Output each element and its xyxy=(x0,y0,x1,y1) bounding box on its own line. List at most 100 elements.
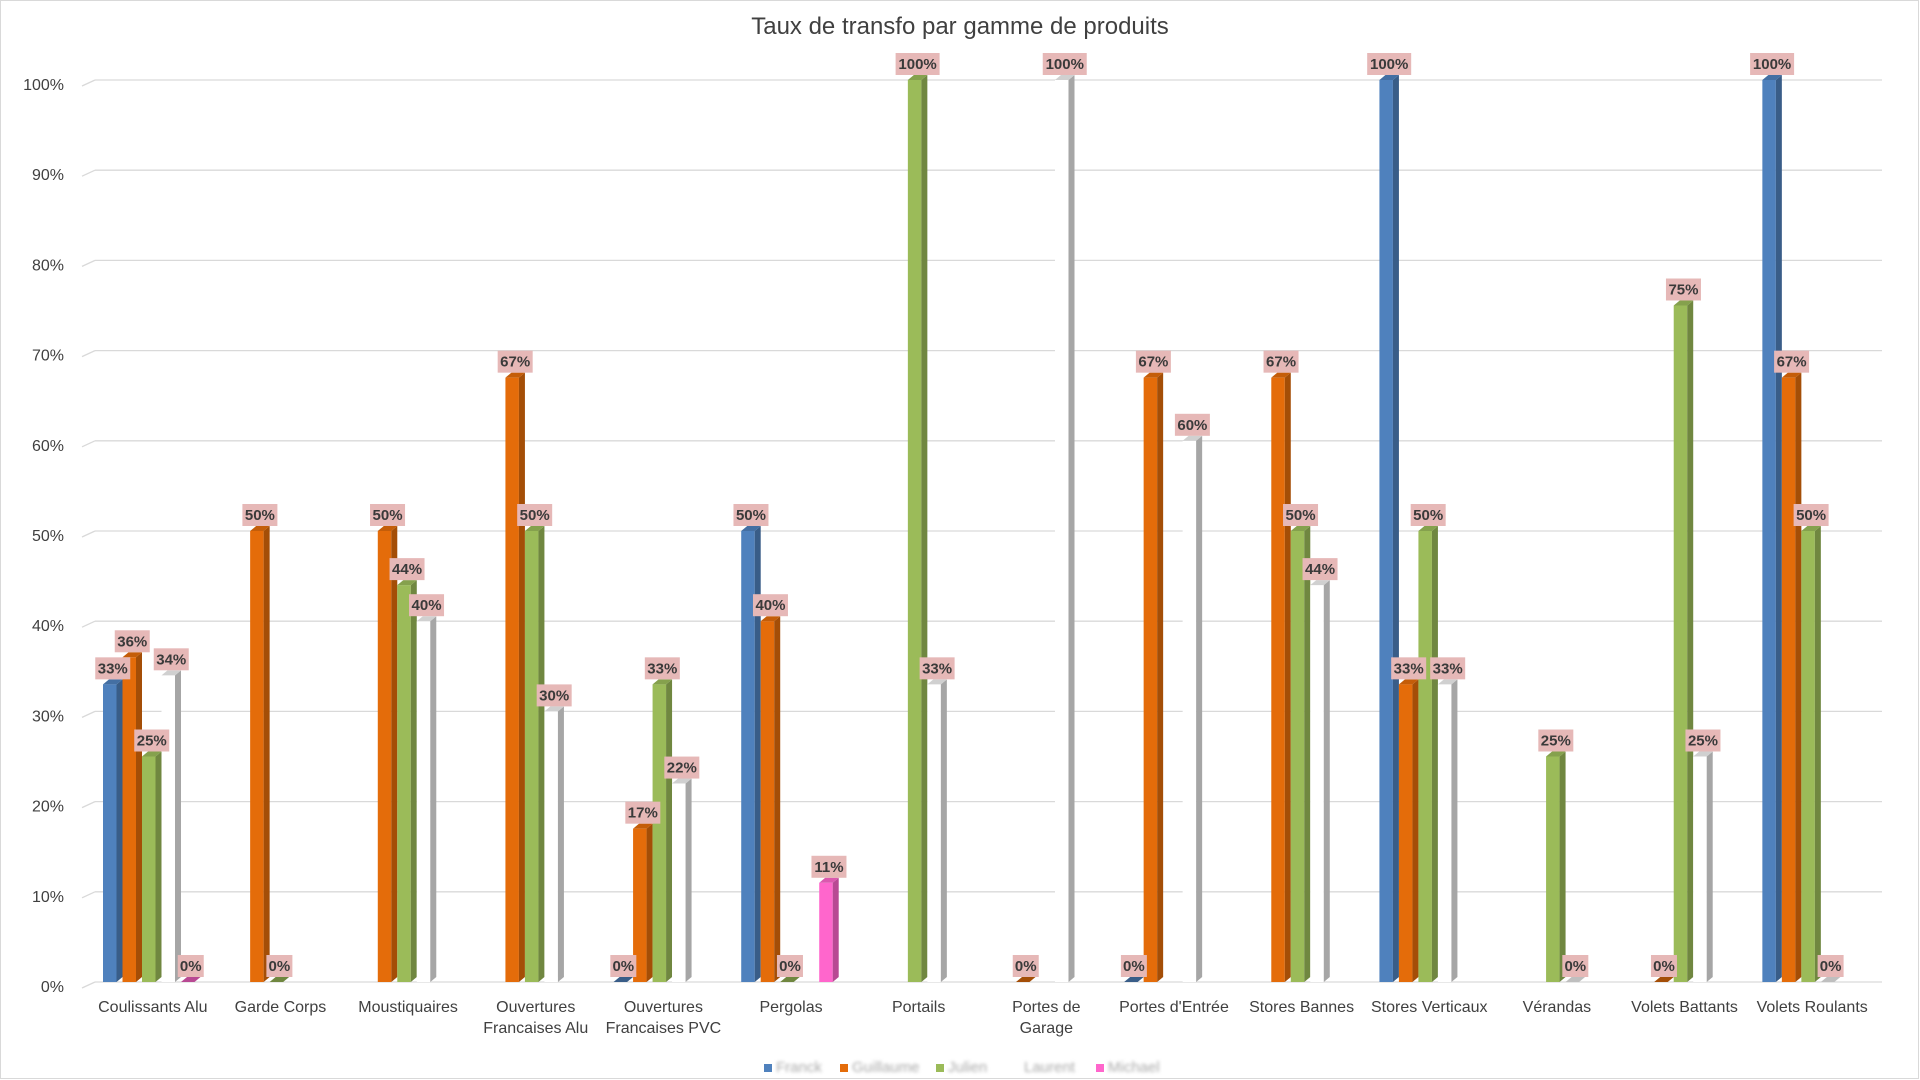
data-label: 30% xyxy=(536,684,572,707)
data-label-box xyxy=(811,855,847,878)
data-label-box xyxy=(497,350,533,373)
bar-top xyxy=(741,526,761,531)
category-label: Coulissants Alu xyxy=(98,999,207,1016)
bar-julien-5 xyxy=(780,977,800,982)
data-label-box xyxy=(389,558,425,581)
bar-front xyxy=(760,621,775,982)
bar-side xyxy=(557,706,564,982)
bar-top xyxy=(1290,526,1311,531)
category-label: Volets Roulants xyxy=(1757,999,1868,1016)
gridline-diagonal xyxy=(81,169,96,177)
bar-top xyxy=(142,751,162,757)
data-label-box xyxy=(1410,504,1446,526)
bar-top xyxy=(1654,977,1674,982)
legend-label: Franck xyxy=(776,1059,822,1076)
bar-top xyxy=(907,75,928,80)
y-tick-label: 10% xyxy=(32,889,64,906)
bar-front xyxy=(397,585,411,982)
data-label-text: 33% xyxy=(98,660,128,677)
bar-side xyxy=(940,679,947,982)
data-label-text: 50% xyxy=(373,507,403,524)
legend-label: Michael xyxy=(1108,1059,1160,1076)
legend-item-guillaume: Guillaume xyxy=(840,1059,920,1076)
bar-top xyxy=(416,616,437,622)
bar-top xyxy=(1762,75,1782,80)
data-label-box xyxy=(1430,657,1466,680)
legend: Franck Guillaume Julien Laurent Michael xyxy=(764,1059,1160,1076)
bar-top xyxy=(1693,751,1713,757)
bar-side xyxy=(1392,75,1399,982)
bar-julien-9 xyxy=(1290,526,1311,982)
data-label-text: 36% xyxy=(117,633,147,650)
bar-front xyxy=(1418,531,1432,982)
bar-top xyxy=(377,526,398,531)
data-label-box xyxy=(1174,413,1210,436)
bar-laurent-9 xyxy=(1310,580,1330,982)
data-label-box xyxy=(1367,53,1412,75)
data-label-text: 0% xyxy=(1123,958,1145,975)
bar-top xyxy=(524,526,545,531)
data-label: 0% xyxy=(1817,955,1844,977)
bar-front xyxy=(377,531,392,982)
data-label: 0% xyxy=(1012,955,1039,977)
bar-top xyxy=(181,977,201,982)
bar-top xyxy=(122,652,142,658)
category-label: Portails xyxy=(892,999,945,1016)
data-label-text: 100% xyxy=(1046,56,1084,73)
data-label-text: 17% xyxy=(628,805,658,822)
bar-side xyxy=(666,679,673,982)
legend-label: Guillaume xyxy=(852,1059,920,1076)
gridline-diagonal xyxy=(81,891,96,899)
x-axis-categories: Coulissants Alu Garde Corps Moustiquaires O… xyxy=(98,999,1868,1037)
bar-top xyxy=(633,823,653,829)
bar-side xyxy=(1412,679,1419,982)
bar-front xyxy=(927,684,941,982)
gridline-diagonal xyxy=(81,350,96,358)
bar-top xyxy=(1781,372,1802,378)
data-label-text: 50% xyxy=(1413,507,1443,524)
data-label: 44% xyxy=(389,558,425,581)
bar-front xyxy=(652,684,667,982)
data-label-box xyxy=(1750,53,1795,75)
category-label: Ouvertures xyxy=(624,999,703,1016)
data-label-text: 25% xyxy=(1541,733,1571,750)
bar-side xyxy=(1775,75,1782,982)
category-label: Vérandas xyxy=(1523,999,1592,1016)
bar-top xyxy=(1673,300,1694,306)
bar-franck-5 xyxy=(741,526,761,982)
bar-julien-11 xyxy=(1546,751,1566,982)
bar-front xyxy=(672,783,686,982)
y-tick-label: 40% xyxy=(32,618,64,635)
data-label: 100% xyxy=(1042,53,1087,75)
bar-top xyxy=(161,670,181,676)
data-label-box xyxy=(177,955,204,977)
data-label-text: 100% xyxy=(1753,56,1791,73)
bar-julien-4 xyxy=(652,679,673,982)
data-label-text: 100% xyxy=(898,56,936,73)
bar-guillaume-0 xyxy=(122,652,142,982)
data-label-box xyxy=(1685,729,1721,752)
data-label-text: 33% xyxy=(1433,660,1463,677)
bar-guillaume-8 xyxy=(1143,372,1164,982)
data-label-box xyxy=(1793,504,1829,526)
data-label: 0% xyxy=(610,955,637,977)
bar-laurent-6 xyxy=(927,679,947,982)
bar-laurent-3 xyxy=(544,706,564,982)
data-label-text: 67% xyxy=(1266,354,1296,371)
bar-top xyxy=(927,679,947,685)
bar-top xyxy=(1565,977,1586,982)
data-label-text: 25% xyxy=(1688,733,1718,750)
bars xyxy=(103,75,1841,982)
data-label-box xyxy=(1391,657,1427,680)
bar-top xyxy=(652,679,673,685)
bar-guillaume-13 xyxy=(1781,372,1802,982)
data-label: 11% xyxy=(811,855,847,878)
bar-side xyxy=(1559,751,1566,982)
category-label: Garage xyxy=(1020,1020,1073,1037)
category-label: Portes de xyxy=(1012,999,1081,1016)
bar-side xyxy=(538,526,545,982)
bar-top xyxy=(269,977,290,982)
data-label-text: 60% xyxy=(1177,417,1207,434)
gridline-diagonal xyxy=(81,620,96,628)
